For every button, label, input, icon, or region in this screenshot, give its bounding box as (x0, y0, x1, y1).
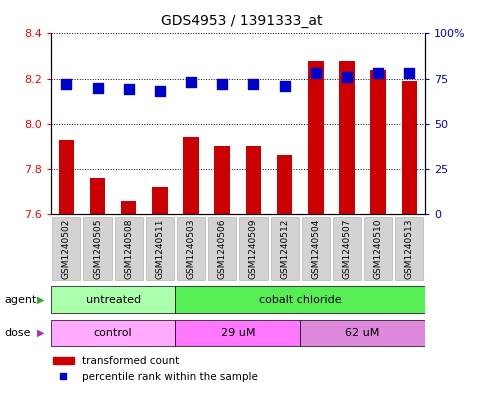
Legend: transformed count, percentile rank within the sample: transformed count, percentile rank withi… (49, 352, 262, 386)
FancyBboxPatch shape (51, 320, 175, 346)
FancyBboxPatch shape (51, 286, 175, 313)
Text: 29 uM: 29 uM (221, 328, 255, 338)
Point (281, 83, 288, 89)
Text: 62 uM: 62 uM (345, 328, 380, 338)
FancyBboxPatch shape (52, 217, 80, 280)
Text: GSM1240507: GSM1240507 (342, 219, 352, 279)
Bar (308, 61, 324, 214)
FancyBboxPatch shape (175, 286, 425, 313)
Point (218, 81, 226, 87)
FancyBboxPatch shape (364, 217, 392, 280)
Text: GSM1240508: GSM1240508 (124, 219, 133, 279)
Bar (246, 146, 261, 214)
Bar (152, 187, 168, 214)
Text: control: control (94, 328, 132, 338)
Point (312, 70, 320, 76)
FancyBboxPatch shape (208, 217, 236, 280)
Bar (214, 146, 230, 214)
Point (125, 86, 132, 93)
Text: GSM1240506: GSM1240506 (218, 219, 227, 279)
Text: GSM1240509: GSM1240509 (249, 219, 258, 279)
Point (406, 70, 413, 76)
Text: GSM1240513: GSM1240513 (405, 219, 414, 279)
Bar (339, 61, 355, 214)
FancyBboxPatch shape (114, 217, 143, 280)
Text: GSM1240504: GSM1240504 (312, 219, 320, 279)
Point (374, 70, 382, 76)
Point (187, 79, 195, 85)
Point (250, 81, 257, 87)
Text: ▶: ▶ (37, 295, 45, 305)
FancyBboxPatch shape (146, 217, 174, 280)
Text: untreated: untreated (85, 295, 141, 305)
Point (343, 73, 351, 80)
Text: agent: agent (5, 295, 37, 305)
Text: dose: dose (5, 328, 31, 338)
Bar (402, 81, 417, 214)
FancyBboxPatch shape (177, 217, 205, 280)
FancyBboxPatch shape (300, 320, 425, 346)
Point (156, 88, 164, 94)
Bar (90, 178, 105, 214)
FancyBboxPatch shape (240, 217, 268, 280)
FancyBboxPatch shape (396, 217, 424, 280)
Text: GSM1240505: GSM1240505 (93, 219, 102, 279)
Point (94, 84, 101, 91)
Bar (121, 200, 137, 214)
Bar (277, 155, 293, 214)
Text: GSM1240510: GSM1240510 (374, 219, 383, 279)
Text: GSM1240503: GSM1240503 (186, 219, 196, 279)
Text: GDS4953 / 1391333_at: GDS4953 / 1391333_at (161, 14, 322, 28)
Bar (370, 70, 386, 214)
Text: GSM1240511: GSM1240511 (156, 219, 164, 279)
Bar (183, 137, 199, 214)
FancyBboxPatch shape (270, 217, 298, 280)
Text: ▶: ▶ (37, 328, 45, 338)
Text: GSM1240502: GSM1240502 (62, 219, 71, 279)
FancyBboxPatch shape (333, 217, 361, 280)
FancyBboxPatch shape (175, 320, 300, 346)
Bar (58, 140, 74, 214)
Text: GSM1240512: GSM1240512 (280, 219, 289, 279)
Point (62, 81, 70, 87)
Text: cobalt chloride: cobalt chloride (259, 295, 341, 305)
FancyBboxPatch shape (84, 217, 112, 280)
FancyBboxPatch shape (302, 217, 330, 280)
